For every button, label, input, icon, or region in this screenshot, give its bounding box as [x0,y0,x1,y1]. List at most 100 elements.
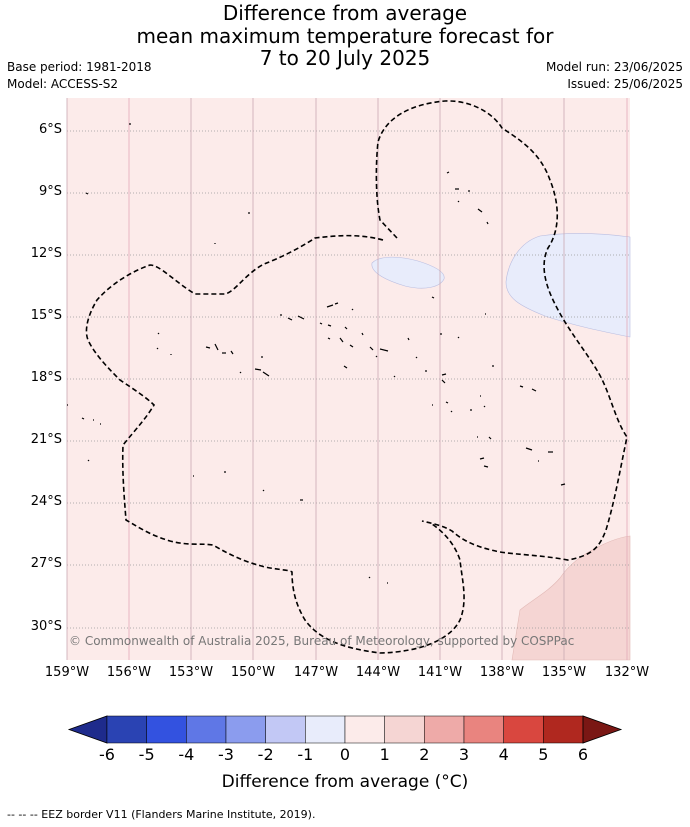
island [156,347,159,350]
cool-anomaly-region-east [505,233,631,338]
colorbar-tick-label: 1 [379,745,390,764]
island [87,459,90,462]
island [327,324,332,327]
island [334,302,339,305]
island [287,317,293,321]
colorbar-segment [106,715,147,744]
island [369,346,374,351]
colorbar-segment [503,715,544,744]
colorbar-segment [265,715,306,744]
lon-tick-label: 135°W [541,665,587,680]
island [375,355,378,358]
metadata-right: Model run: 23/06/2025 Issued: 25/06/2025 [546,59,683,93]
colorbar-segment [146,715,187,744]
colorbar-segment [344,715,385,744]
island [483,465,489,468]
colorbar-segment [384,715,425,744]
colorbar-segment [186,715,227,744]
colorbar-tick-label: -6 [99,745,115,764]
lon-tick-label: 138°W [479,665,525,680]
island [319,322,323,325]
colorbar-segment [424,715,465,744]
colorbar-segment [225,715,266,744]
island [214,343,219,351]
island [344,326,348,330]
colorbar-tick-label: 3 [458,745,470,764]
colorbar-tick-label: 0 [339,745,351,764]
copyright-note: © Commonwealth of Australia 2025, Bureau… [69,634,575,648]
lat-tick-label: 15°S [30,308,62,323]
title-line-1: Difference from average [222,1,468,25]
lat-tick-label: 24°S [30,494,62,509]
colorbar-title: Difference from average (°C) [221,772,469,792]
island [488,436,492,440]
island [457,200,460,203]
island [230,350,234,355]
lon-tick-label: 141°W [417,665,463,680]
island [531,388,537,392]
island [457,336,460,339]
island [415,356,418,359]
island [477,208,483,213]
colorbar-segment [463,715,504,744]
colorbar-tick-label: -2 [257,745,274,764]
island [483,405,486,408]
lat-tick-label: 18°S [30,370,62,385]
colorbar-tick-label: 4 [498,745,509,764]
lat-tick-label: 12°S [30,246,62,261]
island [560,483,566,486]
island [431,296,435,299]
lat-tick-label: 21°S [30,432,62,447]
colorbar-tick-label: 6 [577,745,589,764]
island [297,315,305,320]
island [441,373,447,376]
graticule [66,98,630,660]
island [262,489,265,492]
eez-source-note: -- -- -- EEZ border V11 (Flanders Marine… [7,808,316,821]
island [441,379,446,384]
island [450,410,453,413]
island [85,192,89,195]
island [339,337,344,343]
colorbar-tick-label: -4 [178,745,195,764]
island [446,171,450,174]
lon-tick-label: 150°W [230,665,276,680]
lon-tick-label: 156°W [106,665,152,680]
island [205,346,211,349]
lon-tick-label: 144°W [355,665,401,680]
island [361,332,364,336]
base-period: Base period: 1981-2018 [7,60,152,74]
island [326,304,334,308]
colorbar [67,715,623,744]
island [349,344,354,348]
colorbar-tick-label: 2 [419,745,430,764]
cool-anomaly-region-central [371,256,445,289]
eez-border-west [85,234,465,654]
island [379,348,389,352]
colorbar-tick-label: 5 [538,745,549,764]
lat-tick-label: 9°S [38,184,62,199]
island [81,417,85,420]
island [351,308,354,311]
colorbar-tick-label: -3 [218,745,234,764]
island [479,457,485,460]
lat-tick-label: 6°S [38,122,62,137]
metadata-left: Base period: 1981-2018 Model: ACCESS-S2 [7,59,152,93]
island [343,365,348,369]
lon-tick-label: 153°W [168,665,214,680]
colorbar-tick-label: -1 [297,745,314,764]
lon-tick-label: 159°W [44,665,90,680]
island [368,576,371,579]
island [519,385,524,388]
islands [67,123,566,584]
island [486,221,489,225]
lon-tick-label: 147°W [293,665,339,680]
colorbar-tick-label: -5 [138,745,155,764]
model-name: Model: ACCESS-S2 [7,77,119,91]
lat-tick-label: 30°S [30,619,62,634]
colorbar-arrow-high [582,715,623,744]
title-line-2: mean maximum temperature forecast for [136,23,554,48]
island [525,447,533,451]
island [239,371,242,374]
